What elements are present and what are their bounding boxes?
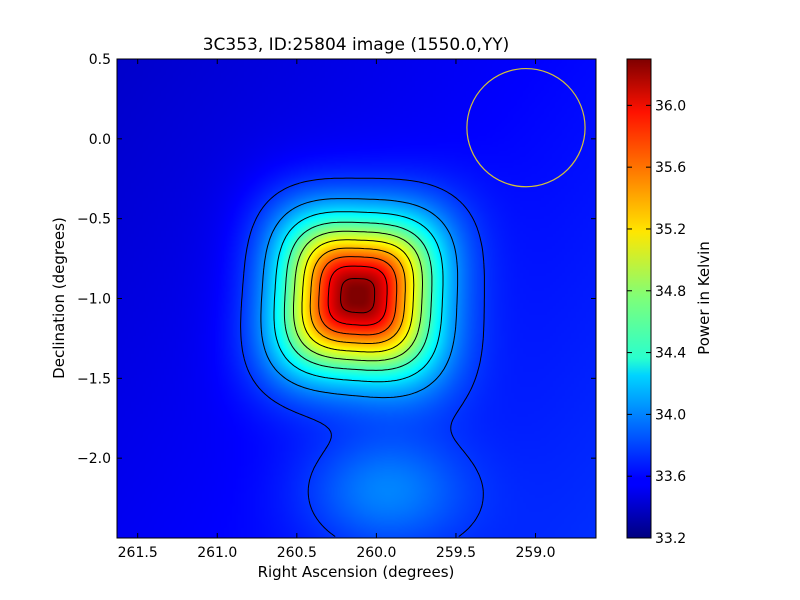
x-axis: 261.5 261.0 260.5 260.0 259.5 259.0 bbox=[118, 59, 556, 561]
x-axis-label: Right Ascension (degrees) bbox=[258, 563, 455, 581]
colorbar-tick-label: 33.6 bbox=[655, 469, 686, 485]
x-tick-label: 260.0 bbox=[356, 545, 396, 561]
colorbar-tick-label: 33.2 bbox=[655, 531, 686, 547]
x-tick-label: 260.5 bbox=[277, 545, 317, 561]
colorbar-tick-label: 36.0 bbox=[655, 98, 686, 114]
contour-line bbox=[240, 177, 485, 537]
contour-line bbox=[293, 230, 423, 362]
contour-line bbox=[327, 265, 388, 326]
colorbar-tick-label: 35.6 bbox=[655, 160, 686, 176]
colorbar: 36.0 35.6 35.2 34.8 34.4 34.0 33.6 33.2 Power i… bbox=[626, 58, 713, 547]
colorbar-tick-label: 34.8 bbox=[655, 284, 686, 300]
y-axis: 0.5 0.0 −0.5 −1.0 −1.5 −2.0 bbox=[77, 52, 596, 467]
y-tick-label: −2.0 bbox=[77, 451, 111, 467]
y-tick-label: −0.5 bbox=[77, 212, 111, 228]
colorbar-tick-label: 35.2 bbox=[655, 222, 686, 238]
plot-area bbox=[116, 58, 597, 539]
contour-line bbox=[273, 211, 444, 383]
y-tick-label: 0.5 bbox=[89, 52, 111, 68]
y-tick-label: 0.0 bbox=[89, 132, 111, 148]
colorbar-tick-label: 34.0 bbox=[655, 407, 686, 423]
y-tick-label: −1.5 bbox=[77, 371, 111, 387]
contour-line bbox=[318, 256, 398, 336]
x-tick-label: 261.0 bbox=[197, 545, 237, 561]
x-tick-label: 259.5 bbox=[436, 545, 476, 561]
contour-lines bbox=[240, 177, 485, 537]
x-tick-label: 261.5 bbox=[118, 545, 158, 561]
colorbar-ticks: 36.0 35.6 35.2 34.8 34.4 34.0 33.6 33.2 bbox=[627, 98, 686, 547]
y-axis-label: Declination (degrees) bbox=[50, 217, 68, 379]
colorbar-label: Power in Kelvin bbox=[695, 241, 713, 355]
contour-line bbox=[309, 247, 406, 344]
contour-line bbox=[260, 198, 459, 399]
y-tick-label: −1.0 bbox=[77, 292, 111, 308]
x-tick-label: 259.0 bbox=[515, 545, 555, 561]
colorbar-gradient bbox=[626, 58, 652, 539]
heatmap-image bbox=[117, 59, 596, 538]
colorbar-tick-label: 34.4 bbox=[655, 346, 686, 362]
contour-line bbox=[283, 221, 433, 371]
contour-line bbox=[301, 239, 415, 353]
contour-line bbox=[340, 278, 376, 314]
chart-title: 3C353, ID:25804 image (1550.0,YY) bbox=[203, 35, 510, 55]
beam-circle bbox=[466, 67, 586, 188]
